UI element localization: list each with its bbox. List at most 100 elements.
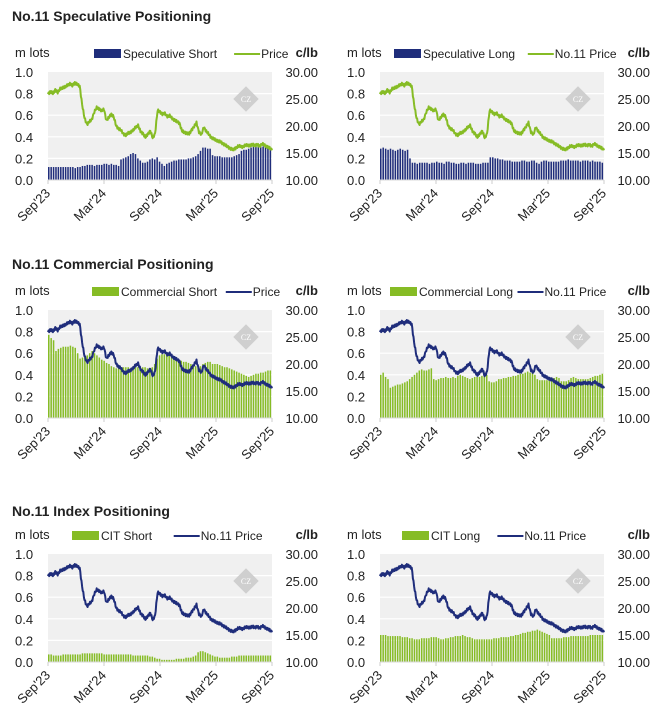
legend-line-label: No.11 Price — [201, 529, 263, 543]
bar — [538, 380, 541, 418]
bar — [168, 355, 170, 418]
bar — [185, 361, 187, 418]
bar — [584, 636, 587, 662]
bar — [127, 654, 129, 662]
bar — [149, 159, 151, 180]
x-tick-label: Sep'25 — [570, 424, 609, 463]
bar — [522, 632, 524, 662]
bar-series — [380, 368, 604, 418]
bar — [436, 161, 438, 180]
bar — [473, 639, 476, 662]
bar — [404, 637, 406, 662]
bar — [558, 638, 560, 662]
x-tick-label: Mar'25 — [515, 186, 553, 224]
bar — [199, 150, 202, 180]
right-tick-label: 10.00 — [285, 655, 318, 670]
bar — [216, 364, 219, 418]
bar — [105, 654, 108, 662]
bar — [264, 371, 267, 418]
bar — [413, 374, 416, 418]
bar — [540, 161, 543, 180]
bar — [221, 157, 223, 180]
bar — [255, 373, 257, 418]
bar — [238, 154, 240, 180]
bar — [182, 658, 185, 662]
bar — [423, 370, 425, 418]
bar — [512, 636, 514, 662]
bar — [531, 630, 534, 662]
bar — [141, 655, 144, 662]
bar — [563, 381, 565, 418]
bar — [449, 378, 452, 418]
bar — [100, 653, 103, 662]
bar — [601, 635, 604, 662]
plot-area — [48, 554, 272, 662]
bar — [488, 639, 490, 662]
bar — [557, 161, 560, 180]
bar — [64, 346, 67, 418]
right-tick-label: 30.00 — [285, 65, 318, 80]
bar — [382, 147, 384, 180]
left-axis-unit: m lots — [15, 45, 50, 60]
chart-svg: m lots c/lb CIT Long No.11 Price 1.0 0.8 0.6 0.… — [346, 527, 650, 707]
bar — [238, 372, 240, 418]
bar — [180, 360, 182, 418]
bar — [416, 639, 418, 662]
left-tick-label: 0.6 — [347, 108, 365, 123]
bar — [129, 654, 132, 662]
bar — [221, 366, 223, 418]
bar — [416, 163, 419, 180]
bar — [599, 374, 601, 418]
bar — [88, 653, 91, 662]
bar — [382, 372, 384, 418]
bar — [579, 161, 582, 180]
bar — [430, 637, 433, 662]
bar — [572, 636, 575, 662]
bar — [96, 653, 98, 662]
bar — [223, 157, 226, 180]
bar — [98, 357, 101, 418]
bar — [466, 378, 469, 418]
watermark-logo-icon: CZ — [565, 86, 591, 112]
bar — [223, 657, 226, 662]
bar — [137, 655, 139, 662]
bar — [505, 637, 507, 662]
bar — [397, 149, 399, 180]
bar — [440, 378, 442, 418]
x-tick-label: Sep'23 — [346, 668, 385, 707]
bar — [219, 156, 221, 180]
bar — [599, 161, 601, 180]
bar — [572, 160, 574, 180]
bar — [120, 654, 122, 662]
bar — [493, 638, 495, 662]
bar — [211, 155, 214, 180]
bar — [530, 160, 533, 180]
bar — [382, 635, 384, 662]
bar — [565, 637, 567, 662]
bar — [93, 165, 96, 180]
bar — [206, 653, 209, 662]
left-tick-label: 0.4 — [347, 130, 365, 145]
bar — [64, 167, 67, 180]
bar — [91, 164, 93, 180]
bar — [240, 373, 243, 418]
bar — [86, 355, 89, 418]
bar — [182, 361, 185, 418]
bar — [485, 639, 488, 662]
bar — [449, 637, 452, 662]
bar — [421, 162, 423, 180]
bar — [601, 162, 604, 180]
bar — [168, 659, 170, 662]
right-axis-unit: c/lb — [296, 45, 318, 60]
right-tick-label: 30.00 — [285, 303, 318, 318]
legend: Speculative Long No.11 Price — [394, 47, 617, 61]
bar — [221, 657, 223, 662]
bar — [250, 375, 252, 418]
bar — [74, 654, 77, 662]
bar — [120, 367, 122, 418]
bar — [194, 366, 197, 418]
bar — [233, 156, 235, 180]
watermark-logo-icon: CZ — [233, 568, 259, 594]
bar — [79, 358, 81, 418]
bar — [524, 632, 527, 662]
